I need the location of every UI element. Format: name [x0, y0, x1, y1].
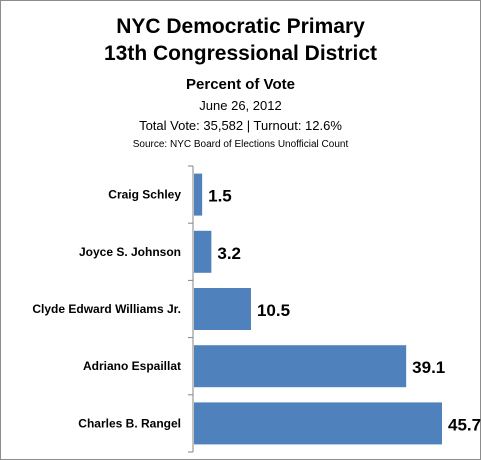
category-label: Clyde Edward Williams Jr. [32, 302, 181, 316]
chart-source: Source: NYC Board of Elections Unofficia… [132, 139, 349, 150]
bar [194, 288, 251, 330]
bar-chart: Craig Schley 1.5 Joyce S. Johnson 3.2 Clyde … [32, 165, 481, 453]
election-date: June 26, 2012 [199, 98, 282, 113]
category-label: Charles B. Rangel [78, 416, 181, 430]
data-label: 3.2 [217, 244, 241, 263]
data-label: 39.1 [412, 358, 445, 377]
category-label: Craig Schley [108, 188, 181, 202]
bar [194, 230, 212, 273]
bar [194, 173, 203, 216]
chart-subtitle: Percent of Vote [186, 76, 295, 93]
data-label: 1.5 [208, 187, 232, 206]
chart-title: NYC Democratic Primary [116, 15, 365, 38]
vote-totals: Total Vote: 35,582 | Turnout: 12.6% [139, 118, 342, 133]
category-label: Adriano Espaillat [83, 359, 181, 373]
category-label: Joyce S. Johnson [79, 245, 181, 259]
bar [194, 345, 407, 388]
chart-title-line2: 13th Congressional District [103, 42, 378, 65]
data-label: 10.5 [257, 301, 290, 320]
data-label: 45.7 [448, 415, 481, 434]
bar [194, 402, 442, 445]
